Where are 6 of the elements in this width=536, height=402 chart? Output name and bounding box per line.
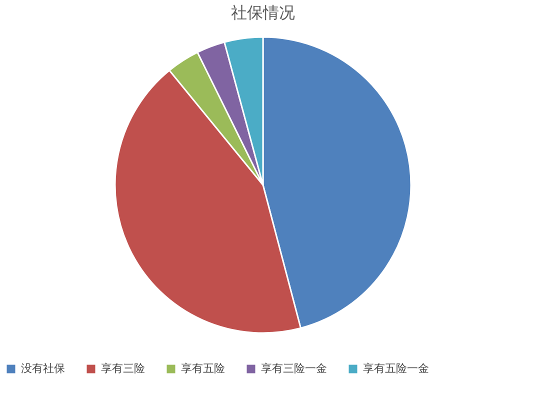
legend-label: 没有社保	[21, 362, 65, 375]
legend-label: 享有三险	[101, 362, 145, 375]
legend-label: 享有五险	[181, 362, 225, 375]
legend-label: 享有五险一金	[363, 362, 429, 375]
chart-title: 社保情况	[231, 3, 295, 22]
legend-label: 享有三险一金	[261, 362, 327, 375]
